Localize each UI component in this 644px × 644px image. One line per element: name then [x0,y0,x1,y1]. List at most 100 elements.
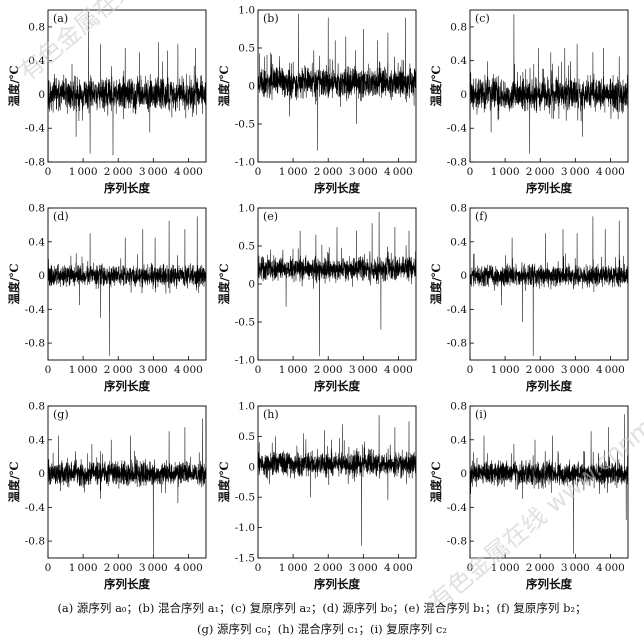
y-tick-label: 0.8 [450,21,467,33]
x-tick-label: 2 000 [526,562,555,574]
panel-label: (h) [263,408,279,421]
series-line [257,415,417,546]
chart-panel: -0.8 -0.4 0 0.4 0.8 0 1 000 2 000 3 000 4 000 (f) 序… [429,203,629,393]
x-tick-label: 1 000 [69,562,98,574]
y-axis-label: 温度/℃ [7,65,21,106]
x-tick-label: 3 000 [561,364,590,376]
x-tick-label: 3 000 [349,562,378,574]
x-tick-label: 4 000 [596,166,625,178]
series-line [47,216,207,356]
x-tick-label: 0 [467,364,474,376]
y-tick-label: -0.5 [235,119,255,131]
y-axis-label: 温度/℃ [429,461,443,502]
y-tick-label: 0 [38,468,45,480]
y-axis-label: 温度/℃ [7,461,21,502]
x-tick-label: 0 [45,166,52,178]
y-tick-label: 0.8 [450,203,467,215]
x-tick-label: 1 000 [69,166,98,178]
panel-label: (b) [263,12,279,25]
plot-frame [257,405,417,559]
x-tick-label: 3 000 [139,562,168,574]
y-tick-label: -0.8 [25,157,45,169]
plot-frame [47,405,207,559]
plot-frame [47,207,207,361]
y-tick-label: -0.4 [25,123,46,135]
x-tick-label: 4 000 [596,364,625,376]
y-tick-label: -0.8 [447,536,467,548]
y-tick-label: -0.4 [25,502,46,514]
x-tick-label: 4 000 [384,166,413,178]
x-tick-label: 4 000 [174,364,203,376]
y-tick-label: -1.5 [235,553,255,565]
y-tick-label: 0.4 [450,236,467,248]
x-tick-label: 0 [255,166,262,178]
y-axis-label: 温度/℃ [7,263,21,304]
x-tick-label: 2 000 [104,364,133,376]
panel-label: (g) [53,408,69,421]
x-axis-label: 序列长度 [104,379,150,393]
chart-panel: -1.0 -0.5 0 0.5 1.0 0 1 000 2 000 3 000 4 000 (e) 序… [217,203,417,393]
x-axis-label: 序列长度 [314,577,360,591]
panel-label: (i) [475,408,487,421]
plot-frame [47,9,207,163]
x-tick-label: 4 000 [384,562,413,574]
x-tick-label: 4 000 [174,166,203,178]
series-line [47,418,207,554]
x-axis-label: 序列长度 [526,577,572,591]
y-axis-label: 温度/℃ [429,263,443,304]
series-line [47,11,207,156]
y-tick-label: -0.4 [447,123,468,135]
chart-panel: -1.0 -0.5 0 0.5 1.0 0 1 000 2 000 3 000 4 000 (b) 序… [217,5,417,195]
panel-label: (c) [475,12,490,25]
y-tick-label: -0.8 [25,338,45,350]
x-tick-label: 3 000 [349,364,378,376]
x-axis-label: 序列长度 [314,181,360,195]
y-tick-label: -0.8 [447,157,467,169]
panel-label: (d) [53,210,69,223]
x-tick-label: 1 000 [69,364,98,376]
chart-panel: -0.8 -0.4 0 0.4 0.8 0 1 000 2 000 3 000 4 000 (g) 序… [7,401,207,591]
y-tick-label: 0.4 [28,236,45,248]
x-tick-label: 2 000 [104,166,133,178]
series-line [469,414,629,554]
chart-panel: -0.8 -0.4 0 0.4 0.8 0 1 000 2 000 3 000 4 000 (c) 序… [429,9,629,195]
x-tick-label: 0 [45,364,52,376]
x-tick-label: 2 000 [314,166,343,178]
x-tick-label: 3 000 [561,166,590,178]
y-axis-label: 温度/℃ [217,65,231,106]
y-tick-label: -1.0 [235,355,255,367]
x-tick-label: 1 000 [491,562,520,574]
y-tick-label: 0.8 [28,401,45,413]
series-line [257,13,417,151]
plot-frame [469,207,629,361]
y-tick-label: -0.5 [235,492,255,504]
x-tick-label: 4 000 [384,364,413,376]
x-tick-label: 4 000 [174,562,203,574]
y-tick-label: -0.8 [447,338,467,350]
x-tick-label: 0 [45,562,52,574]
y-tick-label: -0.8 [25,536,45,548]
y-tick-label: -0.4 [25,304,46,316]
y-tick-label: 0.4 [28,55,45,67]
x-tick-label: 1 000 [279,562,308,574]
x-tick-label: 1 000 [279,166,308,178]
y-tick-label: 0 [248,81,255,93]
x-tick-label: 3 000 [139,166,168,178]
x-tick-label: 2 000 [104,562,133,574]
x-axis-label: 序列长度 [104,577,150,591]
x-axis-label: 序列长度 [526,379,572,393]
panel-label: (e) [263,210,278,223]
x-tick-label: 0 [255,364,262,376]
y-tick-label: -0.4 [447,502,468,514]
x-tick-label: 2 000 [314,364,343,376]
x-tick-label: 3 000 [349,166,378,178]
panel-label: (a) [53,12,68,25]
y-tick-label: 0 [38,270,45,282]
y-tick-label: 0.5 [238,431,255,443]
x-tick-label: 1 000 [491,364,520,376]
x-tick-label: 0 [467,166,474,178]
x-tick-label: 0 [467,562,474,574]
x-axis-label: 序列长度 [104,181,150,195]
